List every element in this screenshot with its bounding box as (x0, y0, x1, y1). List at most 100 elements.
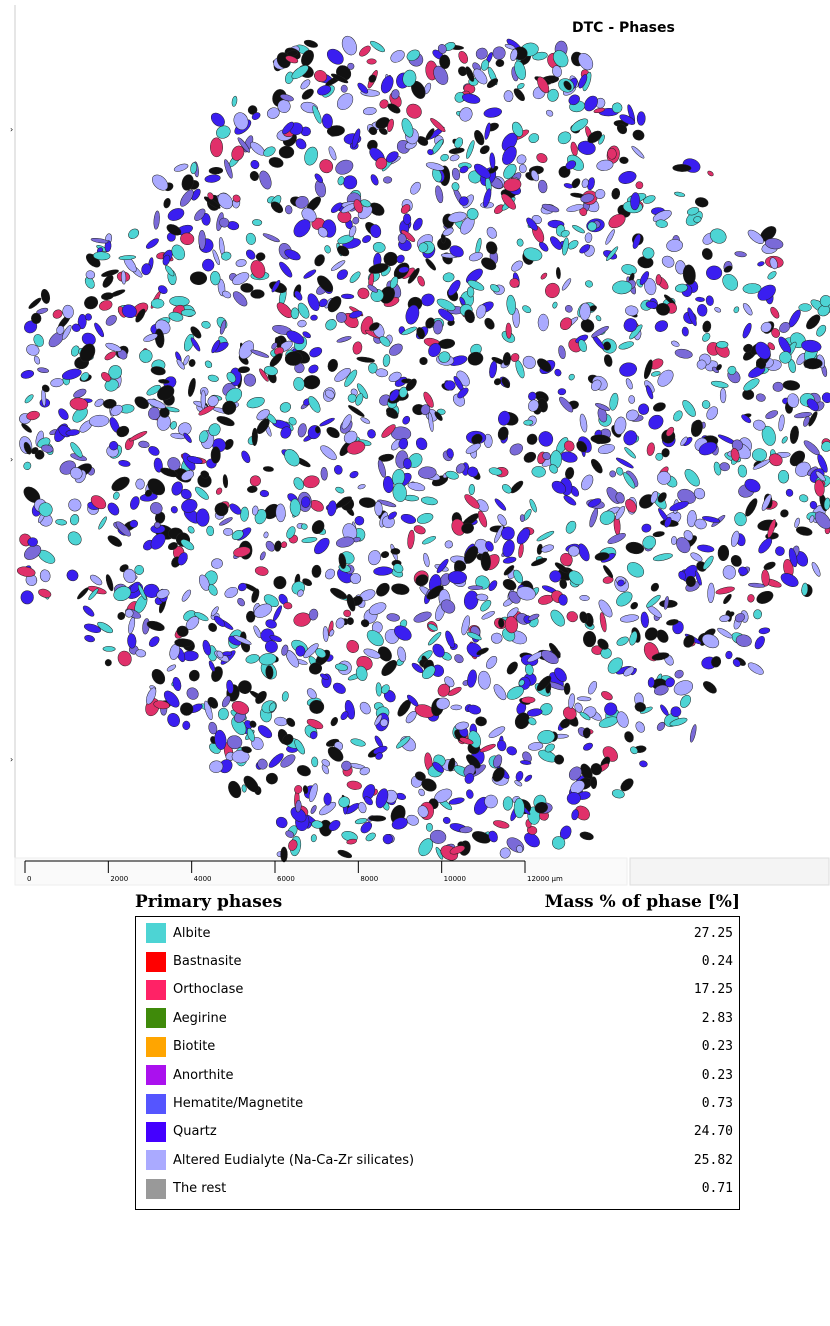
particle (127, 617, 136, 635)
particle (369, 39, 386, 53)
particle (357, 801, 367, 813)
particle (357, 483, 366, 490)
phase-value: 24.70 (694, 1124, 739, 1139)
particle (204, 174, 220, 183)
particle (414, 436, 429, 452)
particle (323, 317, 338, 332)
particle (697, 544, 715, 553)
particle (711, 380, 729, 389)
particle (310, 805, 318, 815)
particle (596, 598, 615, 619)
particle (746, 660, 765, 676)
particle (449, 147, 465, 154)
particle (293, 784, 303, 794)
particle (198, 230, 205, 250)
particle (444, 540, 453, 549)
particle (467, 351, 485, 367)
particle (491, 633, 503, 644)
particle (527, 132, 540, 145)
particle (653, 552, 674, 562)
particle (127, 633, 136, 648)
particle (764, 409, 779, 421)
particle (714, 306, 722, 313)
color-swatch (146, 952, 166, 972)
table-row: Albite27.25 (136, 919, 739, 947)
particle (223, 585, 240, 600)
particle (427, 631, 443, 647)
particle (407, 481, 426, 493)
table-row: Orthoclase17.25 (136, 976, 739, 1004)
particle (623, 446, 637, 459)
particle (453, 653, 465, 665)
particle (263, 531, 269, 538)
particle (582, 741, 594, 752)
particle (209, 167, 223, 174)
particle (506, 295, 516, 315)
particle (722, 593, 733, 605)
particle (106, 501, 122, 518)
particle (207, 374, 219, 383)
particle (352, 341, 363, 355)
particle (670, 340, 680, 348)
particle (297, 423, 308, 438)
particle (741, 322, 753, 339)
particle (388, 48, 406, 65)
particle (681, 327, 689, 337)
particle (368, 363, 377, 374)
particle (297, 320, 307, 328)
particle (350, 737, 366, 747)
particle (247, 485, 258, 493)
particle (118, 459, 131, 467)
particle (374, 581, 392, 599)
particle (535, 152, 549, 165)
color-swatch (146, 1065, 166, 1085)
particle (619, 156, 629, 164)
particle (451, 705, 462, 710)
particle (577, 696, 591, 701)
particle (125, 609, 134, 618)
particle (185, 685, 201, 701)
color-swatch (146, 1179, 166, 1199)
particle (303, 374, 321, 389)
particle (646, 442, 656, 456)
particle (695, 297, 705, 302)
particle (81, 604, 95, 618)
particle (242, 372, 257, 388)
table-row: Aegirine2.83 (136, 1004, 739, 1032)
particle (147, 635, 161, 649)
particle (457, 50, 470, 65)
header-cell: Primary phases (135, 892, 282, 916)
particle (266, 773, 278, 785)
particle (491, 682, 508, 702)
particle (281, 847, 288, 862)
particle (421, 496, 439, 506)
particle (477, 671, 491, 690)
particle (678, 693, 693, 709)
particle (682, 467, 702, 489)
header-cell: Mass % of phase [%] (545, 892, 740, 916)
particle (604, 228, 616, 245)
particle (311, 565, 321, 578)
particle (521, 697, 535, 703)
particle (375, 368, 388, 377)
particle (285, 716, 297, 728)
particle (558, 315, 574, 332)
particle (584, 279, 594, 288)
color-swatch (146, 1037, 166, 1057)
particle (595, 315, 602, 322)
particle (597, 443, 615, 456)
particle (119, 255, 136, 260)
particle (548, 607, 568, 628)
particle (481, 552, 492, 571)
particle (416, 511, 435, 525)
particle (485, 225, 499, 240)
particle (277, 260, 294, 279)
particle (65, 529, 84, 548)
particle (251, 289, 265, 298)
marker: › (10, 455, 13, 464)
particle (391, 548, 400, 554)
particle (145, 237, 160, 251)
particle (383, 176, 392, 183)
particle (248, 474, 262, 488)
